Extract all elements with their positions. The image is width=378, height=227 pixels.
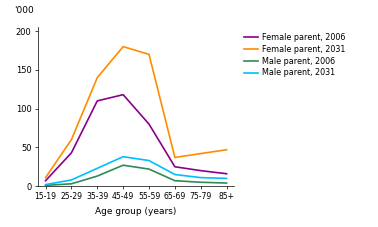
Female parent, 2006 [224,172,229,175]
Male parent, 2031 [173,173,177,176]
Female parent, 2031 [198,152,203,155]
Female parent, 2031 [121,45,125,48]
X-axis label: Age group (years): Age group (years) [95,207,177,216]
Line: Male parent, 2006: Male parent, 2006 [46,165,226,185]
Female parent, 2006 [95,99,99,102]
Female parent, 2031 [147,53,151,56]
Male parent, 2031 [43,183,48,186]
Female parent, 2006 [198,169,203,172]
Female parent, 2031 [95,76,99,79]
Male parent, 2006 [173,179,177,182]
Female parent, 2006 [43,179,48,182]
Text: '000: '000 [14,5,34,15]
Male parent, 2006 [224,182,229,184]
Male parent, 2031 [198,176,203,179]
Line: Male parent, 2031: Male parent, 2031 [46,157,226,185]
Female parent, 2031 [173,156,177,159]
Male parent, 2006 [43,184,48,187]
Male parent, 2006 [147,168,151,170]
Male parent, 2006 [121,164,125,167]
Female parent, 2006 [173,165,177,168]
Male parent, 2031 [95,167,99,170]
Line: Female parent, 2006: Female parent, 2006 [46,95,226,181]
Female parent, 2006 [69,151,74,154]
Male parent, 2031 [224,177,229,180]
Line: Female parent, 2031: Female parent, 2031 [46,47,226,178]
Male parent, 2031 [147,159,151,162]
Male parent, 2006 [198,181,203,184]
Male parent, 2006 [95,175,99,178]
Female parent, 2031 [69,138,74,141]
Legend: Female parent, 2006, Female parent, 2031, Male parent, 2006, Male parent, 2031: Female parent, 2006, Female parent, 2031… [242,31,347,79]
Female parent, 2006 [121,93,125,96]
Female parent, 2031 [43,176,48,179]
Female parent, 2006 [147,123,151,126]
Female parent, 2031 [224,148,229,151]
Male parent, 2031 [69,179,74,181]
Male parent, 2006 [69,183,74,185]
Male parent, 2031 [121,155,125,158]
